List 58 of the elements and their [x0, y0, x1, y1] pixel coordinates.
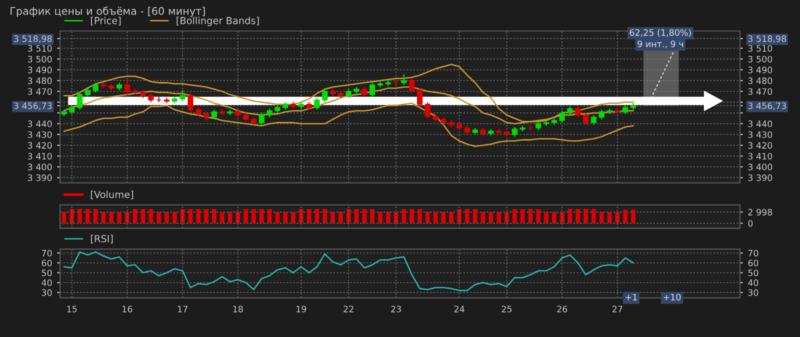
legend-label: [Bollinger Bands]	[176, 16, 259, 26]
legend-label: [Price]	[90, 16, 121, 26]
y2-tick-label: 3 456,73	[748, 102, 786, 110]
y-tick-label: 3 420	[28, 142, 52, 149]
y2-tick-label: 3 420	[748, 142, 772, 149]
x-tick-label: 18	[233, 306, 243, 312]
y2-tick-label: 3 510	[748, 45, 772, 52]
chart-title: График цены и объёма - [60 минут]	[10, 6, 205, 17]
y2-tick-label: 30	[748, 289, 758, 296]
y2-tick-label: 40	[748, 279, 758, 286]
y-tick-label: 40	[42, 279, 52, 286]
y2-tick-label: 2 998	[748, 208, 772, 216]
y2-tick-label: 3 470	[748, 88, 772, 95]
y2-tick-label: 60	[748, 260, 758, 266]
y2-tick-label: 3 480	[748, 77, 772, 84]
annotation: +10	[664, 294, 681, 300]
annotation: +1	[626, 294, 637, 300]
y-tick-label: 3 456,73	[14, 102, 52, 110]
annotation: 62,25 (1,80%)	[630, 29, 691, 37]
y-tick-label: 50	[42, 270, 52, 276]
y-tick-label: 60	[42, 260, 52, 266]
x-tick-label: 22	[344, 306, 354, 312]
y-tick-label: 3 480	[28, 77, 52, 84]
x-tick-label: 15	[67, 306, 77, 312]
y-tick-label: 3 510	[28, 45, 52, 52]
y2-tick-label: 3 410	[748, 152, 772, 160]
y-tick-label: 3 390	[28, 174, 52, 182]
x-tick-label: 17	[178, 306, 188, 312]
y2-tick-label: 50	[748, 270, 758, 276]
y2-tick-label: 3 440	[748, 120, 772, 128]
y-tick-label: 30	[42, 289, 52, 296]
x-tick-label: 23	[391, 306, 401, 312]
y2-tick-label: 0	[748, 220, 753, 227]
y-tick-label: 3 500	[28, 56, 52, 62]
x-tick-label: 24	[454, 306, 464, 312]
y2-tick-label: 3 400	[748, 164, 772, 170]
x-tick-label: 16	[122, 306, 132, 312]
y-tick-label: 3 430	[28, 131, 52, 138]
y-tick-label: 70	[42, 250, 52, 256]
x-tick-label: 27	[612, 306, 622, 312]
y-tick-label: 3 410	[28, 152, 52, 160]
y2-tick-label: 3 518,98	[748, 35, 786, 43]
y-tick-label: 3 470	[28, 88, 52, 95]
y-tick-label: 3 400	[28, 164, 52, 170]
legend-label: [Volume]	[90, 190, 134, 200]
y-tick-label: 3 440	[28, 120, 52, 128]
y2-tick-label: 3 430	[748, 131, 772, 138]
y2-tick-label: 70	[748, 250, 758, 256]
y-tick-label: 3 490	[28, 66, 52, 74]
y2-tick-label: 3 500	[748, 56, 772, 62]
annotation: 9 инт., 9 ч	[638, 40, 684, 48]
y-tick-label: 3 518,98	[14, 35, 52, 43]
x-tick-label: 25	[502, 306, 512, 312]
y2-tick-label: 3 490	[748, 66, 772, 74]
y2-tick-label: 3 390	[748, 174, 772, 182]
x-tick-label: 19	[296, 306, 306, 312]
legend-label: [RSI]	[90, 234, 113, 244]
x-tick-label: 26	[557, 306, 568, 312]
